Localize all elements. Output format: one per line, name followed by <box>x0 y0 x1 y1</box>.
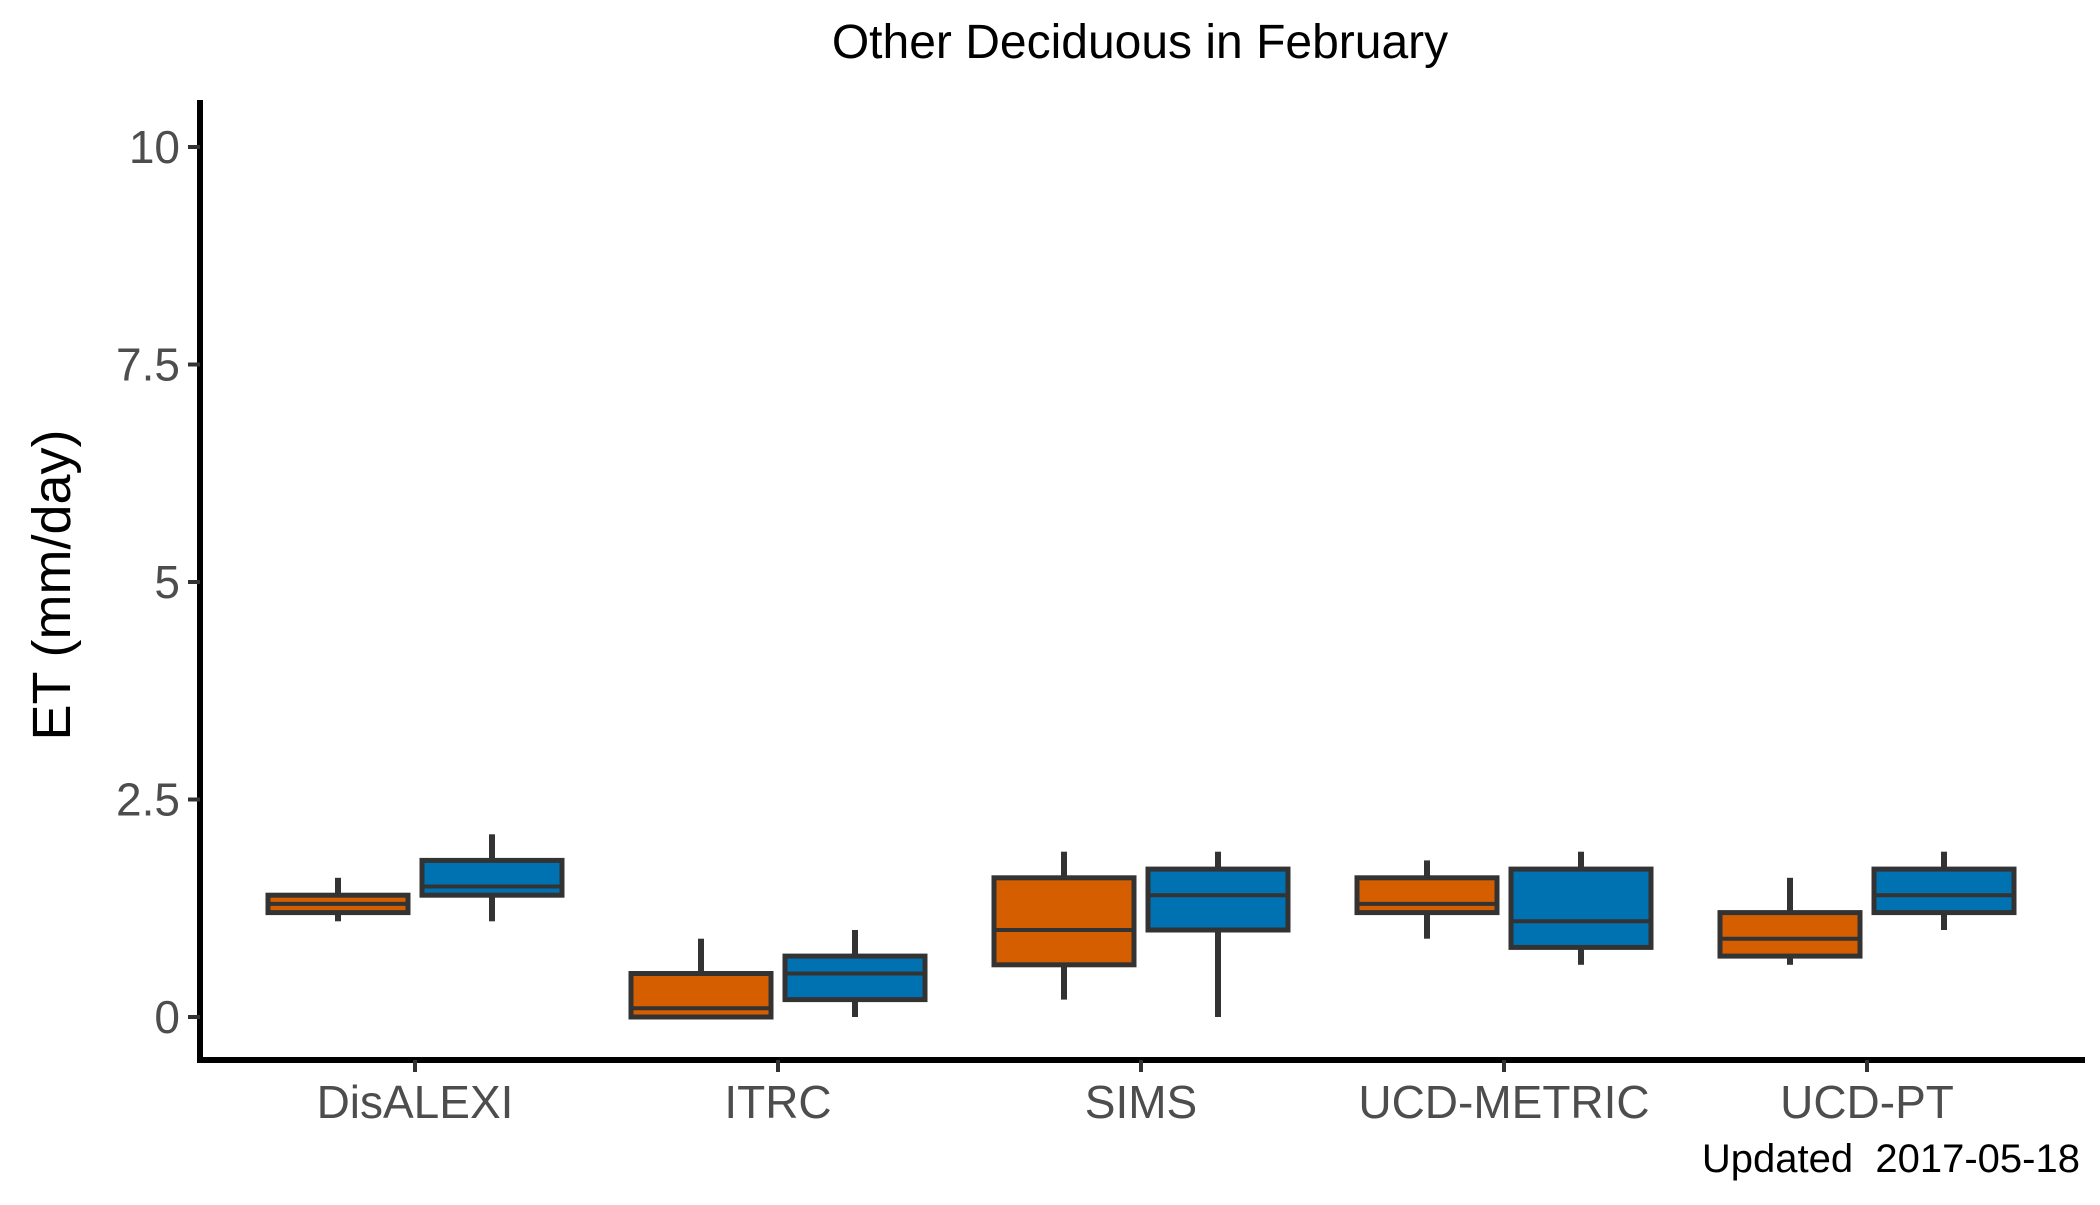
updated-caption: Updated 2017-05-18 <box>1702 1137 2080 1181</box>
box <box>782 953 928 1003</box>
y-axis-label: ET (mm/day) <box>22 429 82 740</box>
box <box>628 971 774 1020</box>
chart-title: Other Deciduous in February <box>832 16 1448 69</box>
box <box>419 857 565 898</box>
x-tick-label: UCD-METRIC <box>1358 1076 1649 1128</box>
box <box>1508 866 1654 950</box>
box <box>991 875 1137 968</box>
box <box>1871 866 2017 916</box>
y-tick-label: 0 <box>154 991 180 1043</box>
x-tick-label: ITRC <box>724 1076 831 1128</box>
x-tick-label: UCD-PT <box>1780 1076 1954 1128</box>
box <box>1145 866 1291 933</box>
x-tick-label: DisALEXI <box>317 1076 514 1128</box>
y-tick-label: 5 <box>154 556 180 608</box>
y-tick-label: 10 <box>129 121 180 173</box>
box <box>1717 910 1863 959</box>
x-tick-label: SIMS <box>1085 1076 1197 1128</box>
box <box>1354 875 1500 916</box>
y-tick-label: 2.5 <box>116 774 180 826</box>
y-tick-label: 7.5 <box>116 339 180 391</box>
plot-area: 0 2.5 5 7.5 10 DisALEXI ITRC SIMS UCD-METRIC UCD-… <box>116 100 2085 1128</box>
